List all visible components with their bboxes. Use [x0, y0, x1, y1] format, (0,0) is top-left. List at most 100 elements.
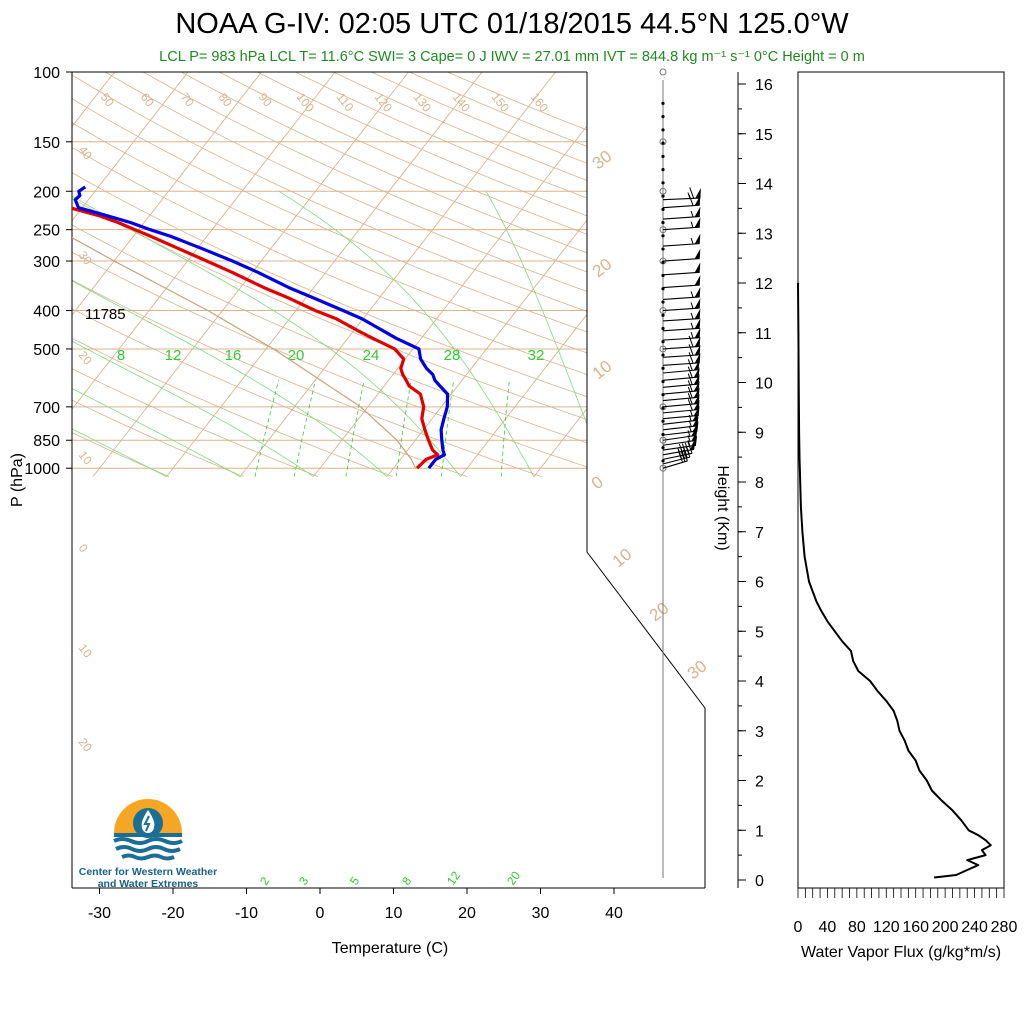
wind-barb-feather: [687, 393, 693, 405]
wind-barb-flag: [693, 405, 700, 416]
wind-barb-flag: [695, 188, 701, 199]
wind-barb: [662, 262, 701, 276]
dry-adiabat-line: [142, 72, 705, 477]
wind-barb: [662, 298, 701, 312]
wind-level-dot: [661, 326, 665, 331]
adiabat-label: 140: [450, 90, 474, 115]
wind-barb: [662, 366, 700, 381]
y-tick-label: 300: [33, 254, 60, 271]
cw3e-logo: [113, 799, 183, 861]
wind-barb-feather: [688, 352, 694, 364]
wind-barb-shaft: [662, 444, 696, 451]
isotherm-label-right: 20: [646, 599, 673, 626]
wind-barb-half-feather: [690, 302, 694, 309]
height-tick-label: 1: [755, 823, 764, 840]
wind-barb-shaft: [662, 204, 700, 209]
isotherm-label-right: 10: [609, 545, 636, 572]
mixing-ratio-low-label: 5: [347, 874, 362, 888]
wind-barb: [662, 386, 700, 402]
adiabat-label: 50: [98, 90, 117, 109]
isotherm-label: 20: [76, 348, 95, 367]
wind-barb-feather: [684, 442, 690, 455]
wind-barb-shaft: [662, 271, 700, 276]
height-tick-label: 0: [755, 873, 764, 890]
wind-barb-shaft: [662, 452, 693, 460]
wind-level-dot: [661, 128, 665, 132]
height-tick-label: 15: [755, 127, 773, 144]
adiabat-label: 100: [294, 90, 318, 115]
wind-barb-feather: [681, 443, 687, 455]
wind-barb: [662, 373, 700, 388]
wind-barb-flag: [694, 327, 701, 339]
wind-barb-feather: [689, 187, 695, 199]
dry-adiabat-line: [104, 72, 705, 477]
wind-barb-feather: [680, 450, 686, 462]
temperature-line: [72, 206, 440, 470]
wind-barb: [662, 286, 701, 300]
wind-barb-shaft: [662, 456, 691, 465]
wind-barb-shaft: [662, 337, 700, 341]
wind-barb-flag: [694, 262, 701, 273]
wind-barb-feather: [687, 359, 693, 371]
mixing-ratio-label: 16: [225, 347, 242, 364]
wind-barb-shaft: [662, 409, 699, 414]
wind-barb-shaft: [662, 345, 700, 350]
x-tick-label: 10: [385, 905, 403, 922]
flux-tick-label: 240: [961, 919, 988, 936]
wind-barb-shaft: [662, 216, 700, 220]
wind-level-dot: [661, 154, 665, 158]
wind-barb-flag: [693, 374, 700, 385]
y-tick-label: 400: [33, 304, 60, 321]
wind-barb: [662, 344, 701, 358]
wind-barb-flag: [693, 367, 700, 378]
wind-barb-feather: [682, 449, 688, 462]
isotherm-label-right: 30: [684, 657, 711, 684]
wind-level-dot: [661, 459, 665, 463]
flux-tick-label: 200: [932, 919, 959, 936]
height-annotation: 11785: [85, 306, 126, 323]
wind-barb-half-feather: [689, 409, 693, 417]
isotherm-label: 0: [76, 541, 91, 555]
wind-barb-half-feather: [690, 312, 694, 320]
wind-barb-half-feather: [690, 221, 694, 228]
height-tick-label: 3: [755, 724, 764, 741]
wind-barb-half-feather: [677, 449, 681, 456]
wind-barb-flag: [694, 275, 701, 286]
wind-barb-flag: [693, 387, 700, 398]
wind-barb-half-feather: [687, 192, 691, 199]
wind-barb-shaft: [662, 284, 700, 289]
wind-barb-flag: [694, 298, 701, 309]
wind-barb-feather: [687, 366, 693, 378]
y-axis-label: P (hPa): [9, 453, 26, 507]
adiabat-label: 90: [256, 90, 275, 109]
wind-barb: [662, 405, 700, 420]
wind-level-marker: [659, 464, 667, 472]
wind-barb-shaft: [662, 362, 700, 366]
dry-adiabat-line: [72, 72, 617, 477]
diagram-border: [586, 72, 706, 888]
isotherm-label-right: 0: [588, 472, 607, 493]
dry-adiabat-line: [72, 72, 542, 477]
skewt-background: [72, 72, 705, 477]
dry-adiabat-line: [447, 72, 705, 477]
dry-adiabat-line: [295, 72, 705, 477]
mixing-ratio-low-label: 20: [504, 868, 523, 887]
wind-barb-flag: [694, 233, 701, 244]
logo-caption: Center for Western Weather and Water Ext…: [78, 866, 218, 890]
mixing-ratio-low-label: 12: [444, 868, 463, 887]
dry-adiabat-line: [72, 72, 319, 477]
dry-adiabat-line: [72, 72, 705, 477]
wind-barb-half-feather: [690, 291, 694, 298]
wind-barb-flag: [694, 308, 701, 319]
flux-line: [797, 282, 992, 879]
dry-adiabat-line: [72, 72, 244, 477]
wind-barbs: [662, 187, 701, 469]
wind-level-dot: [661, 220, 665, 225]
flux-tick-label: 80: [848, 919, 866, 936]
wind-level-dot: [661, 247, 665, 251]
y-tick-label: 850: [33, 433, 60, 450]
wind-barb-shaft: [662, 307, 700, 312]
wind-level-marker: [659, 138, 667, 146]
wind-level-dot: [661, 181, 665, 185]
moist-adiabat-line: [72, 190, 388, 477]
